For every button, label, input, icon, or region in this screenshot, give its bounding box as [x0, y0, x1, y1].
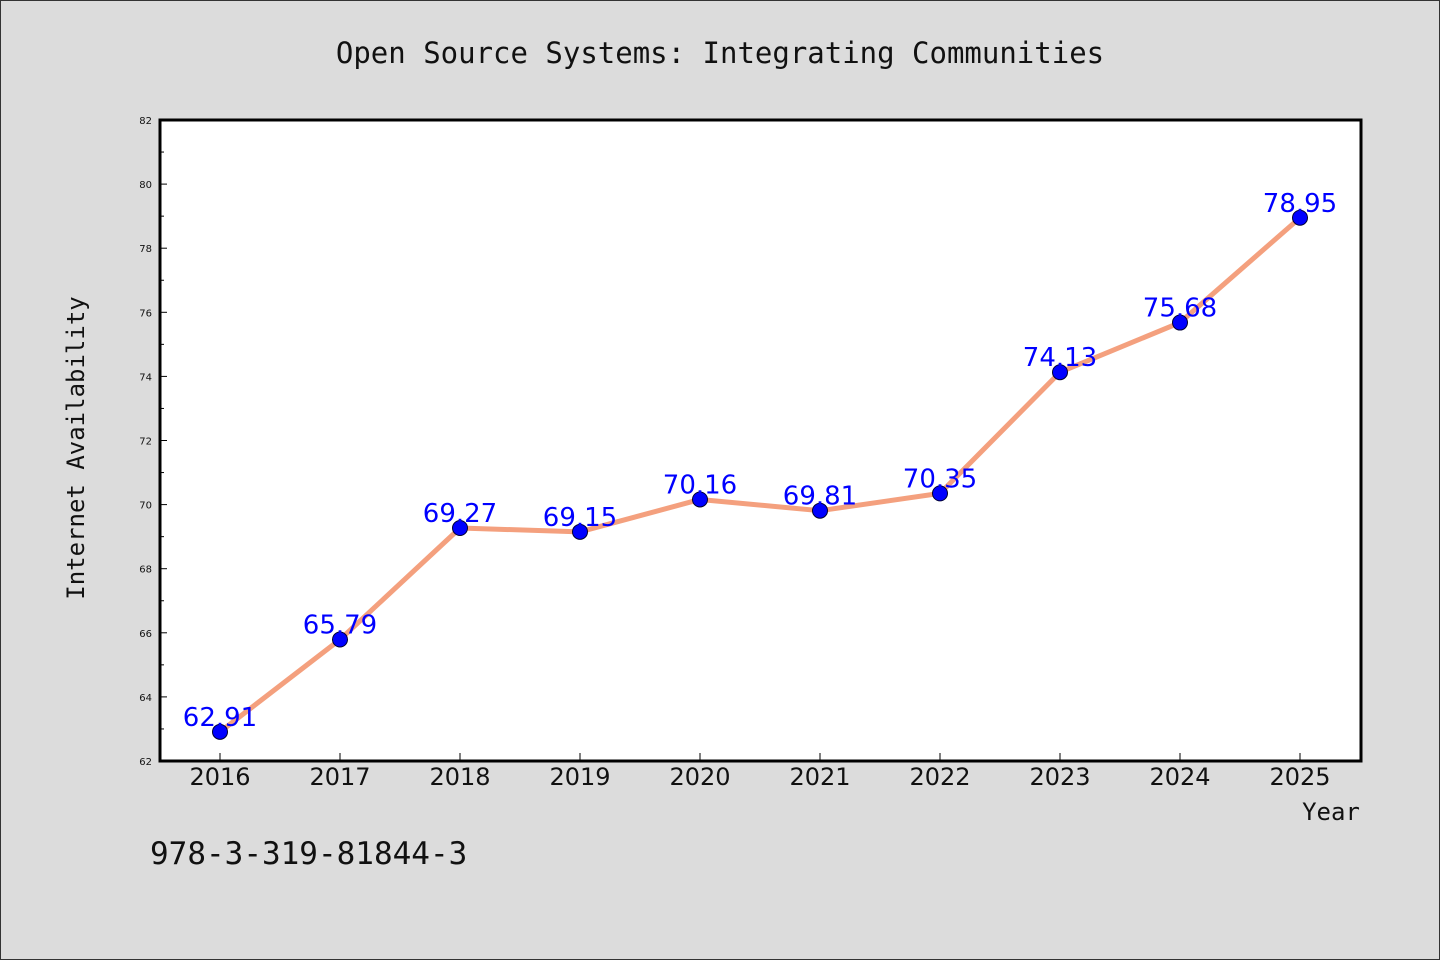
- x-tick-label: 2018: [429, 763, 490, 791]
- data-point: [332, 631, 348, 648]
- x-tick-label: 2020: [669, 763, 730, 791]
- series-line: [217, 215, 1303, 735]
- x-tick-label: 2024: [1149, 763, 1210, 791]
- y-tick-label: 82: [139, 116, 152, 127]
- chart-title: Open Source Systems: Integrating Communi…: [336, 36, 1104, 70]
- y-tick-label: 66: [139, 629, 152, 640]
- y-axis: 62 64 66 68 70 72 74 76 78 80 82: [139, 116, 167, 768]
- data-point: [1292, 209, 1308, 226]
- y-tick-label: 68: [139, 565, 152, 576]
- data-label: 75.68: [1143, 294, 1217, 324]
- y-tick-label: 70: [139, 501, 152, 512]
- y-tick-label: 62: [139, 757, 152, 768]
- y-axis-label: Internet Availability: [62, 296, 90, 599]
- y-tick-label: 76: [139, 308, 152, 319]
- isbn-text: 978-3-319-81844-3: [150, 836, 467, 872]
- data-point: [1172, 314, 1188, 331]
- x-axis-label: Year: [1302, 798, 1360, 826]
- plot-area: [158, 118, 1363, 763]
- data-point: [452, 519, 468, 536]
- data-point: [1052, 364, 1068, 381]
- y-tick-label: 72: [139, 437, 152, 448]
- y-tick-label: 74: [139, 372, 152, 383]
- data-label: 65.79: [303, 611, 377, 641]
- y-tick-label: 64: [139, 693, 152, 704]
- data-label: 69.27: [423, 499, 497, 529]
- data-label: 70.16: [663, 470, 737, 500]
- data-label: 70.35: [903, 464, 977, 494]
- data-point: [932, 485, 948, 502]
- x-tick-label: 2019: [549, 763, 610, 791]
- x-tick-label: 2022: [909, 763, 970, 791]
- x-tick-label: 2017: [309, 763, 370, 791]
- data-label: 69.15: [543, 503, 617, 533]
- x-tick-label: 2025: [1269, 763, 1330, 791]
- series-group: 62.91 65.79 69.27 69.15 70.16 69.81 70.35 74.13…: [183, 189, 1337, 740]
- data-point: [572, 523, 588, 540]
- x-tick-label: 2021: [789, 763, 850, 791]
- x-tick-label: 2023: [1029, 763, 1090, 791]
- x-tick-label: 2016: [189, 763, 250, 791]
- y-tick-label: 78: [139, 244, 152, 255]
- data-point: [812, 502, 828, 519]
- data-point: [692, 491, 708, 508]
- data-label: 78.95: [1263, 189, 1337, 219]
- data-label: 62.91: [183, 703, 257, 733]
- data-label: 69.81: [783, 482, 857, 512]
- y-tick-label: 80: [139, 180, 152, 191]
- data-point: [212, 723, 228, 740]
- x-axis: 2016 2017 2018 2019 2020 2021 2022 2023 2024 2025: [189, 753, 1331, 791]
- data-label: 74.13: [1023, 343, 1097, 373]
